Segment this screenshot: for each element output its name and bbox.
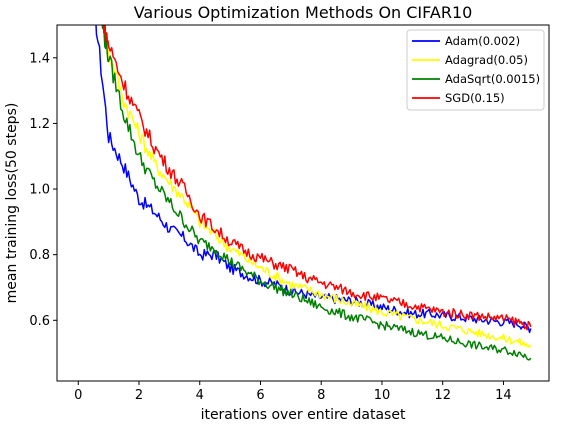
x-tick-label: 8 [317,388,325,403]
y-tick-label: 1.0 [29,183,50,198]
series-line-adagrad-0-05 [101,25,532,348]
plot-area-frame [56,24,550,382]
legend-box [406,29,545,111]
legend-label-adagrad: Adagrad(0.05) [445,53,528,67]
legend-label-adasqrt: AdaSqrt(0.0015) [445,72,540,86]
x-tick-label: 6 [256,388,264,403]
legend: Adam(0.002) Adagrad(0.05) AdaSqrt(0.0015… [406,29,545,111]
chart-title: Various Optimization Methods On CIFAR10 [134,3,473,22]
y-tick-label: 1.2 [29,117,50,132]
y-tick-label: 0.8 [29,248,50,263]
series-line-adasqrt-0-0015 [101,25,532,361]
x-tick-label: 12 [434,388,451,403]
x-axis: 0 2 4 6 8 10 12 14 [74,381,512,403]
x-tick-label: 10 [374,388,391,403]
x-tick-label: 14 [495,388,512,403]
series-line-adam-0-002 [95,25,532,334]
y-axis-label: mean training loss(50 steps) [4,103,20,304]
y-tick-label: 0.6 [29,314,50,329]
legend-label-adam: Adam(0.002) [445,34,520,48]
series-line-sgd-0-15 [102,25,532,331]
y-tick-label: 1.4 [29,51,50,66]
x-tick-label: 2 [135,388,143,403]
legend-label-sgd: SGD(0.15) [445,91,505,105]
x-tick-label: 4 [196,388,204,403]
x-tick-label: 0 [74,388,82,403]
y-axis: 0.6 0.8 1.0 1.2 1.4 [29,51,57,329]
x-axis-label: iterations over entire dataset [201,407,406,423]
